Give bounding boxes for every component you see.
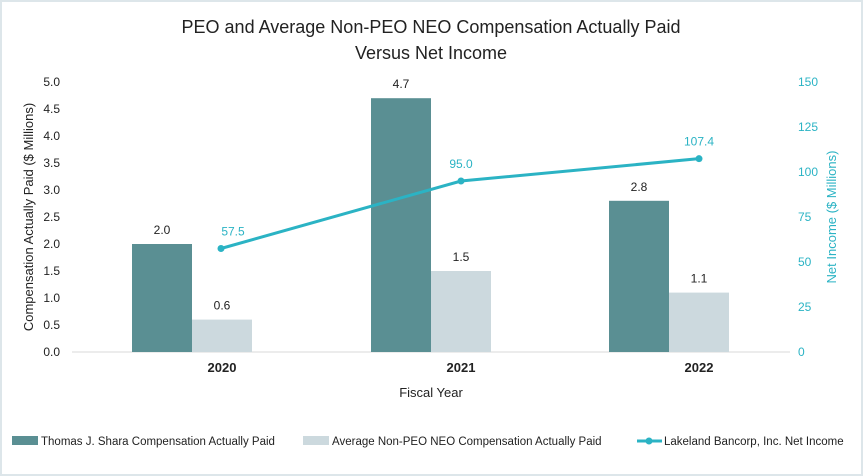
y-tick-label: 1.5 [43, 264, 60, 278]
bar-data-label: 2.8 [631, 180, 648, 194]
y2-tick-label: 50 [798, 255, 812, 269]
net-income-point-2021 [457, 177, 465, 185]
y-tick-label: 5.0 [43, 75, 60, 89]
y-tick-label: 3.5 [43, 156, 60, 170]
net-income-point-2022 [695, 155, 703, 163]
net-income-point-2020 [217, 245, 225, 252]
x-tick-label: 2020 [208, 360, 237, 375]
legend-label-peo: Thomas J. Shara Compensation Actually Pa… [41, 436, 275, 448]
y2-tick-label: 150 [798, 75, 818, 89]
bar-data-label: 2.0 [154, 223, 171, 237]
bar-peo-2022 [609, 200, 669, 352]
y2-tick-label: 125 [798, 120, 818, 134]
y2-tick-label: 25 [798, 300, 812, 314]
bar-data-label: 1.1 [691, 272, 708, 286]
y-tick-label: 4.0 [43, 129, 60, 143]
y-tick-label: 2.0 [43, 237, 60, 251]
x-axis-label: Fiscal Year [399, 385, 463, 400]
y-tick-label: 3.0 [43, 183, 60, 197]
bar-data-label: 1.5 [453, 250, 470, 264]
y-tick-label: 4.5 [43, 102, 60, 116]
x-tick-label: 2021 [447, 360, 476, 375]
bar-non-peo-2021 [431, 271, 491, 352]
legend-label-net-income: Lakeland Bancorp, Inc. Net Income [664, 436, 844, 448]
y-tick-label: 2.5 [43, 210, 60, 224]
y2-tick-label: 75 [798, 210, 812, 224]
legend-swatch-peo [12, 436, 38, 445]
y2-tick-label: 0 [798, 345, 805, 359]
line-data-label: 107.4 [684, 135, 714, 149]
y-tick-label: 0.0 [43, 345, 60, 359]
y-tick-label: 1.0 [43, 291, 60, 305]
bar-peo-2020 [132, 244, 192, 352]
legend-label-non-peo: Average Non-PEO NEO Compensation Actuall… [332, 436, 602, 448]
chart-title-line1: PEO and Average Non-PEO NEO Compensation… [182, 17, 681, 37]
y2-tick-label: 100 [798, 165, 818, 179]
line-data-label: 95.0 [449, 157, 473, 171]
y2-axis-label: Net Income ($ Millions) [824, 151, 839, 284]
y-tick-label: 0.5 [43, 318, 60, 332]
chart-title-line2: Versus Net Income [355, 43, 507, 63]
legend-marker-net-income [645, 437, 653, 445]
y-axis-label: Compensation Actually Paid ($ Millions) [21, 103, 36, 331]
bar-data-label: 0.6 [214, 299, 231, 313]
bar-non-peo-2022 [669, 292, 729, 352]
legend-swatch-non-peo [303, 436, 329, 445]
line-data-label: 57.5 [221, 225, 245, 239]
bar-peo-2021 [371, 98, 431, 352]
bar-data-label: 4.7 [393, 77, 410, 91]
legend: Thomas J. Shara Compensation Actually Pa… [12, 436, 844, 448]
bar-non-peo-2020 [192, 319, 252, 352]
x-tick-label: 2022 [685, 360, 714, 375]
